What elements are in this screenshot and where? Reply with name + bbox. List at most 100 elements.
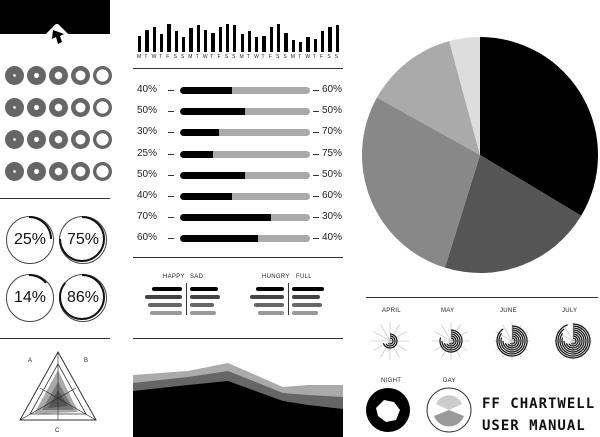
- radar-label-a: A: [28, 358, 33, 364]
- left-percent: 70%: [137, 211, 158, 223]
- dot-marker: [27, 66, 46, 85]
- right-percent: 40%: [322, 232, 343, 244]
- night-label: NIGHT: [381, 378, 402, 384]
- weekday-label: T: [298, 54, 302, 60]
- week-bar: [211, 32, 215, 52]
- dot-marker: [71, 130, 90, 149]
- week-bar: [233, 25, 237, 52]
- weekday-label: M: [188, 54, 193, 60]
- month-label-june: JUNE: [500, 308, 517, 314]
- dot-marker: [93, 98, 112, 117]
- dash: [168, 174, 174, 176]
- radial-charts: [371, 322, 592, 360]
- radial-arc: [563, 331, 583, 351]
- week-bar: [196, 25, 200, 52]
- radial-spoke: [563, 324, 574, 342]
- radial-arc: [387, 337, 394, 345]
- weekday-label: W: [151, 54, 157, 60]
- dot-marker: [49, 98, 68, 117]
- weekday-label: T: [312, 54, 317, 60]
- radial-arc: [498, 327, 526, 355]
- split-bar-fill: [180, 171, 245, 179]
- weekday-label: W: [254, 54, 260, 60]
- radial-spoke: [495, 331, 513, 342]
- mood-axis: [186, 283, 187, 315]
- mood-bar: [258, 311, 284, 315]
- dash: [313, 153, 319, 155]
- split-bar-fill: [180, 129, 219, 137]
- ring-arc: [59, 216, 105, 262]
- week-bar: [328, 26, 332, 52]
- dash: [313, 111, 319, 113]
- weekday-label: M: [290, 54, 296, 60]
- weekday-label: T: [261, 54, 265, 60]
- right-percent: 50%: [322, 105, 343, 117]
- ring-arc: [6, 274, 52, 320]
- radial-arc: [557, 325, 589, 357]
- week-bar: [306, 37, 310, 52]
- split-bar-track: [180, 108, 310, 116]
- dash: [313, 90, 319, 91]
- ring-arc: [6, 216, 52, 262]
- dash: [168, 132, 174, 134]
- pie-slice: [362, 97, 480, 268]
- split-bar-row: 50% 50%: [137, 105, 342, 119]
- dot-marker: [93, 162, 112, 181]
- radial-arc: [504, 333, 520, 349]
- split-bar-track: [180, 129, 310, 137]
- radial-spoke: [502, 324, 513, 342]
- mood-bar: [292, 311, 318, 315]
- radial-arc: [382, 333, 398, 349]
- split-bar-track: [180, 150, 310, 158]
- radial-arc: [446, 335, 457, 347]
- dot-marker: [71, 66, 90, 85]
- dot-marker: [5, 66, 24, 85]
- week-bar: [313, 38, 318, 52]
- mood-bar: [250, 295, 284, 299]
- ring-chart: 14%: [6, 274, 54, 322]
- radial-arc: [570, 337, 577, 345]
- left-percent: 25%: [137, 147, 158, 159]
- title-line-1: FF CHARTWELL: [482, 396, 596, 412]
- right-percent: 75%: [322, 147, 343, 159]
- radial-arc: [555, 323, 591, 359]
- week-bar: [284, 32, 288, 52]
- ring-chart: 25%: [6, 216, 54, 264]
- ring-chart: 86%: [59, 274, 107, 322]
- split-bar-track: [180, 193, 310, 200]
- dash: [168, 196, 174, 197]
- week-bar: [167, 23, 171, 52]
- week-bar: [269, 26, 274, 52]
- radial-arc: [496, 325, 528, 357]
- dot-marker: [49, 162, 68, 181]
- month-label-july: JULY: [562, 308, 578, 314]
- left-percent: 60%: [137, 232, 158, 244]
- divider: [0, 198, 110, 199]
- mood-bar: [292, 295, 320, 299]
- week-bar: [174, 31, 178, 52]
- radial-spoke: [434, 331, 452, 342]
- weekday-label: W: [305, 54, 311, 60]
- divider: [366, 297, 598, 298]
- dot-grid: [0, 60, 115, 190]
- dot-marker: [5, 98, 24, 117]
- split-bar-row: 30% 70%: [137, 126, 342, 140]
- radar-label-c: C: [55, 428, 60, 434]
- split-bar-row: 40% 60%: [137, 190, 342, 204]
- split-bar-track: [180, 87, 310, 94]
- week-bar: [218, 26, 222, 52]
- ring-value: 75%: [66, 231, 100, 248]
- pie-slice: [444, 155, 582, 273]
- weekday-label: F: [268, 54, 273, 60]
- pie-slice: [480, 37, 598, 216]
- mood-bar: [292, 303, 322, 307]
- radial-arc: [568, 335, 579, 347]
- mood-bar: [152, 287, 182, 291]
- brand-logo-icon: [44, 24, 70, 50]
- dash: [168, 111, 174, 113]
- week-bar: [225, 23, 230, 52]
- weekday-label: T: [144, 54, 148, 60]
- radial-arc: [443, 333, 459, 349]
- radial-spoke: [373, 331, 391, 342]
